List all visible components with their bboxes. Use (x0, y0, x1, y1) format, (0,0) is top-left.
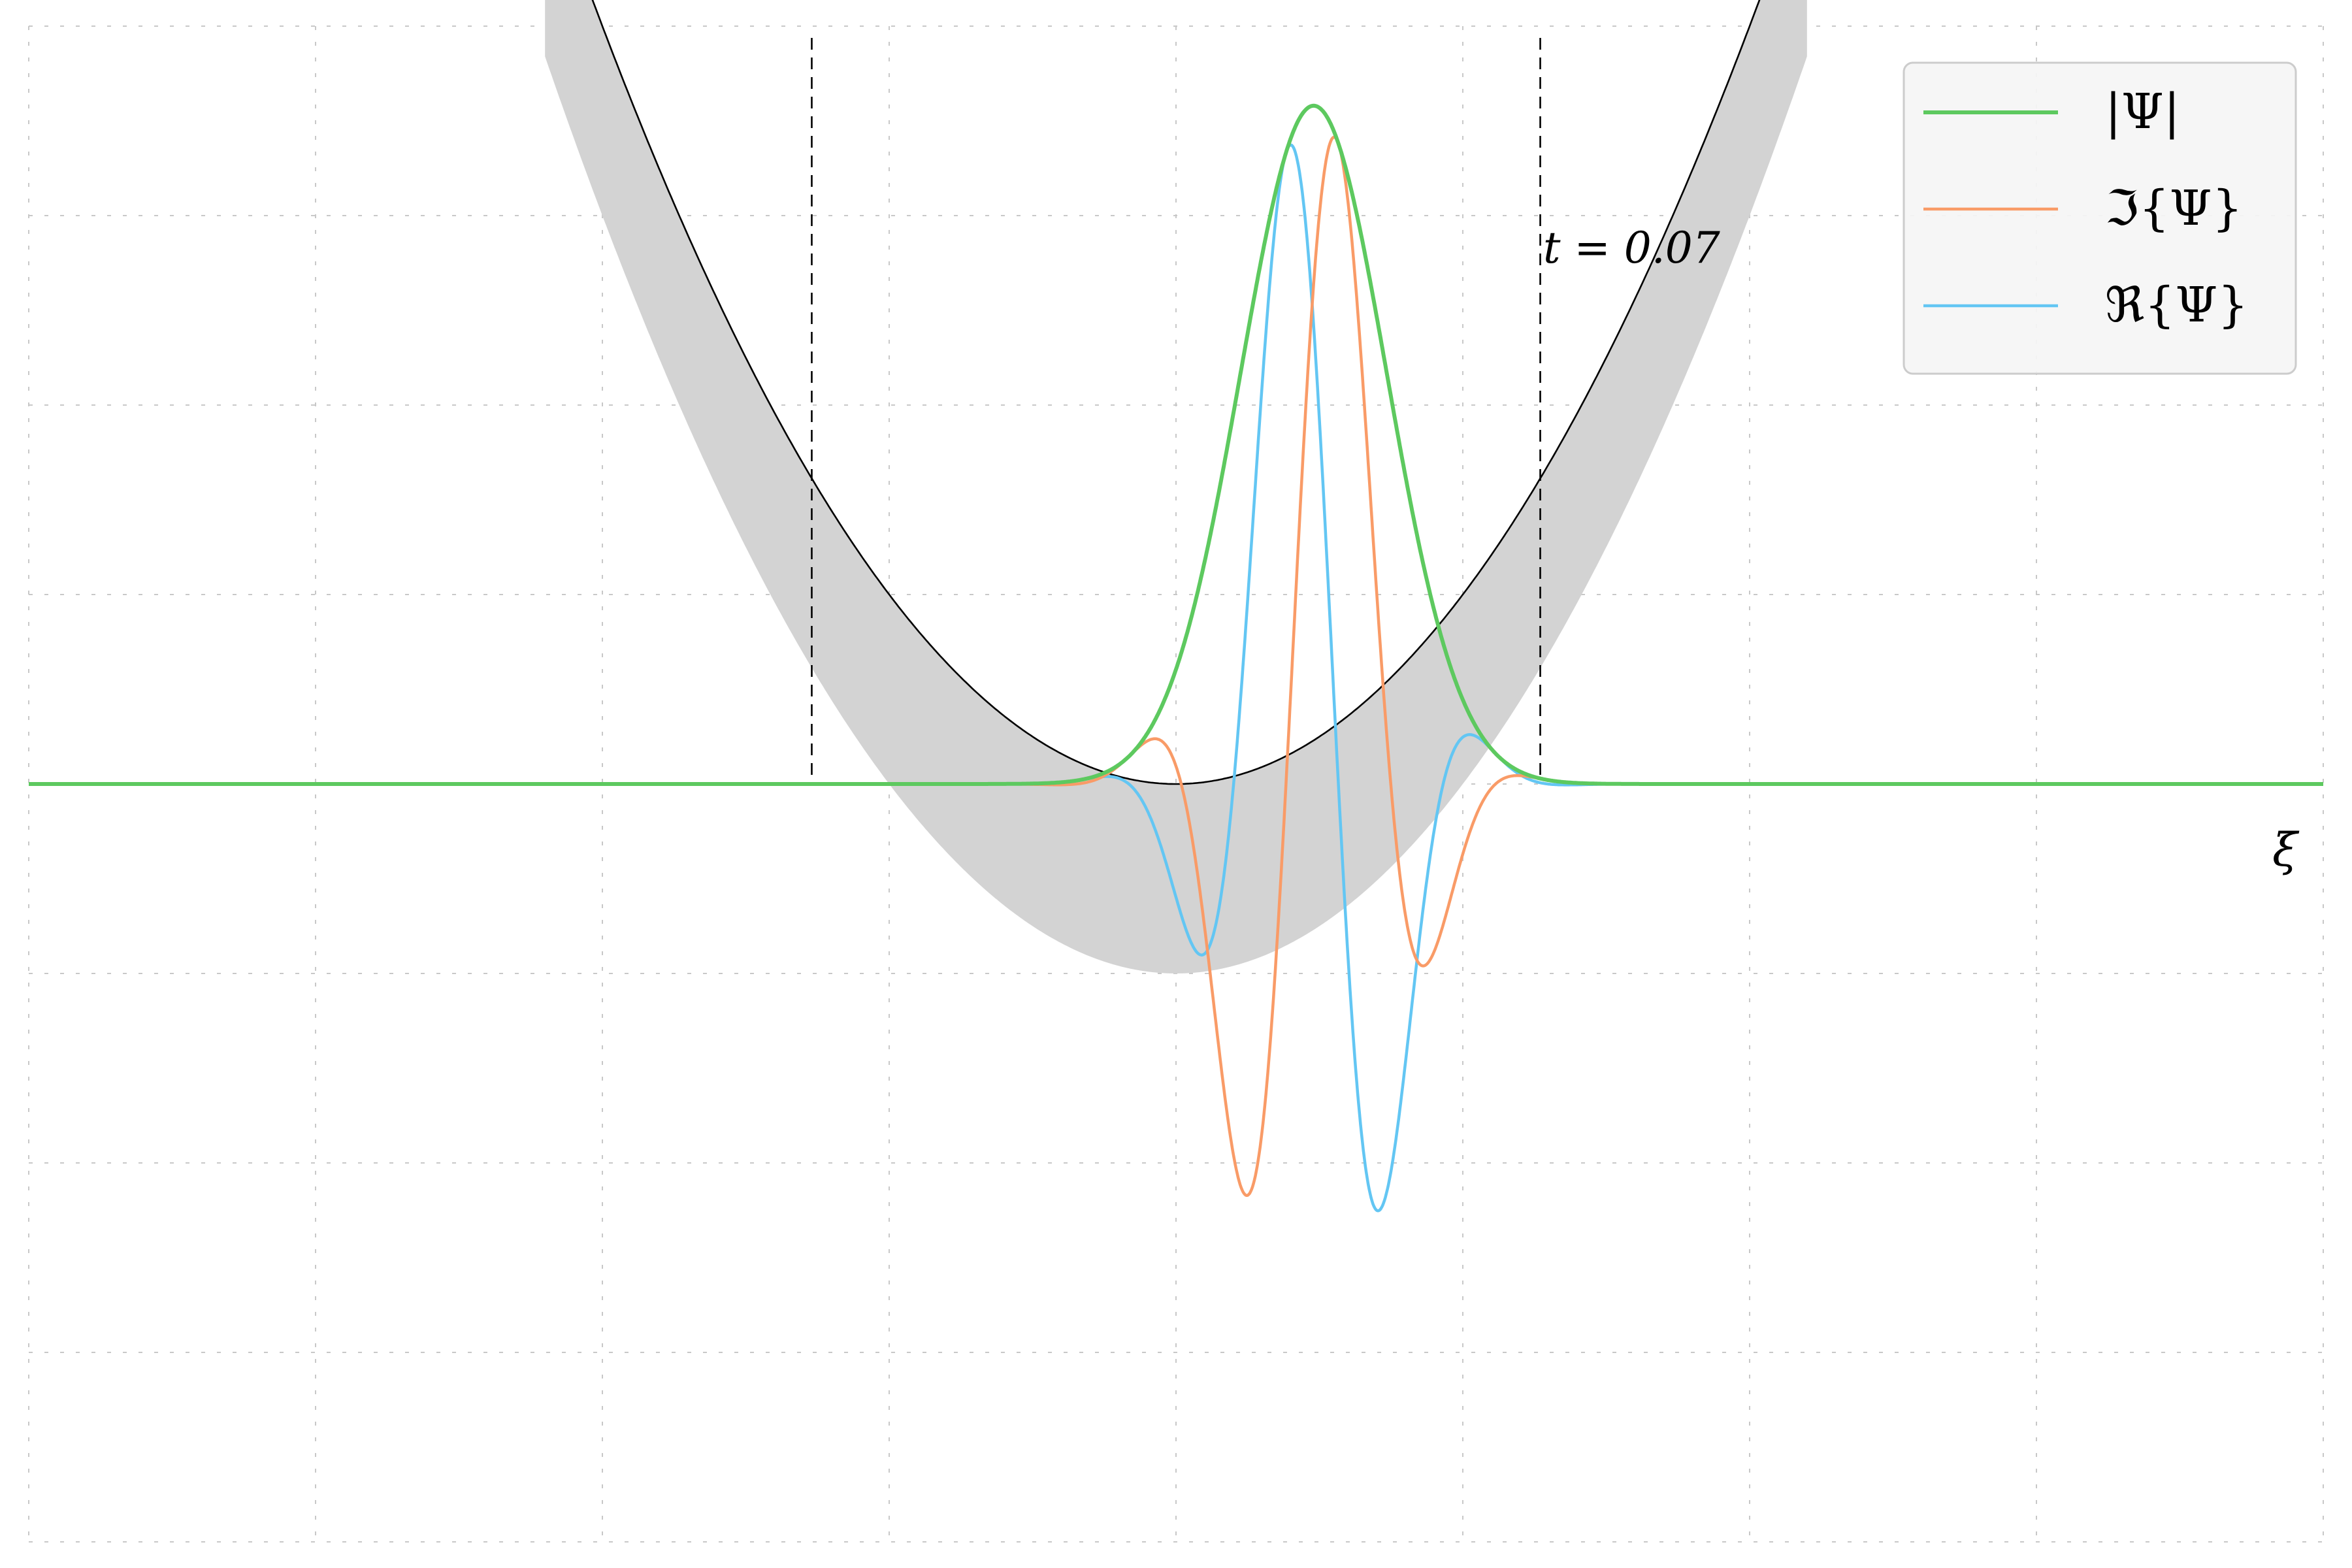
vertical-markers (811, 38, 1541, 784)
legend-label: ℑ{Ψ} (2105, 180, 2243, 237)
potential-curve (591, 0, 1761, 785)
potential-band (545, 0, 1807, 973)
legend-label: ℜ{Ψ} (2105, 277, 2248, 333)
legend-label: |Ψ| (2105, 84, 2180, 140)
series-line-abs (29, 103, 2323, 786)
legend-box (1903, 61, 2297, 375)
x-axis-label: ξ (2272, 823, 2300, 877)
legend: |Ψ| ℑ{Ψ} ℜ{Ψ} (1903, 61, 2297, 375)
time-annotation: t = 0.07 (1543, 223, 1720, 273)
